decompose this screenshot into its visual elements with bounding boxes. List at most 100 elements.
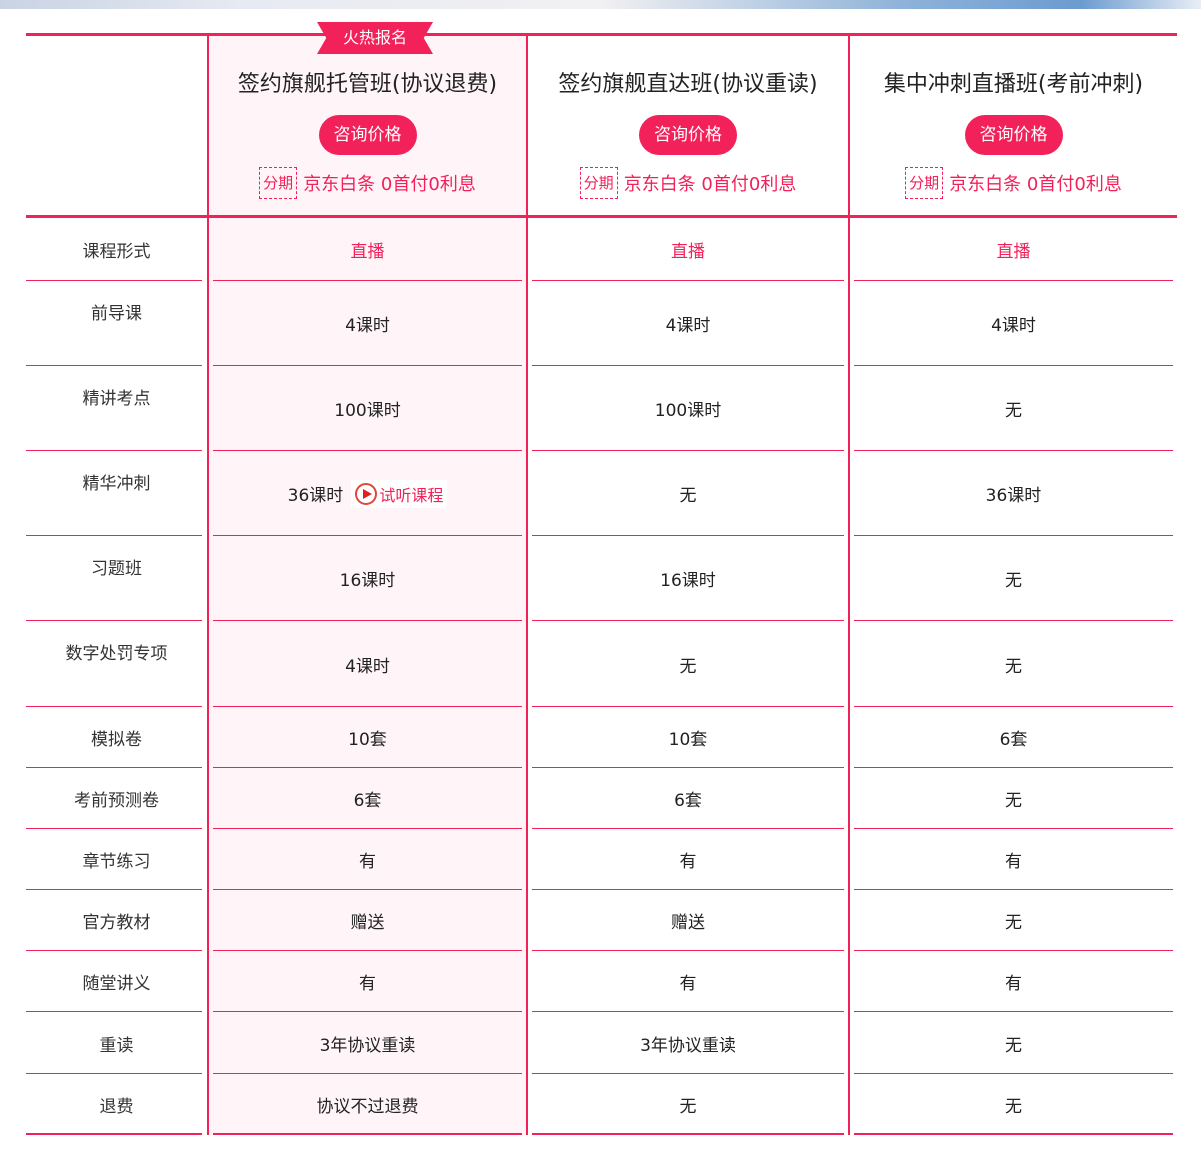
value-text: 无: [1005, 571, 1022, 591]
row-value: 无: [528, 621, 850, 707]
installment-info[interactable]: 分期 京东白条 0首付0利息: [850, 167, 1177, 199]
installment-tag: 分期: [259, 167, 298, 199]
row-value: 赠送: [207, 890, 528, 951]
row-value: 36课时: [850, 451, 1177, 536]
row-value: 6套: [850, 707, 1177, 768]
value-text: 4课时: [991, 316, 1036, 336]
row-value: 4课时: [850, 281, 1177, 366]
table-row: 前导课 4课时 4课时 4课时: [26, 281, 1177, 366]
plan-header-1: 签约旗舰直达班(协议重读) 咨询价格 分期 京东白条 0首付0利息: [528, 36, 850, 215]
value-text: 无: [679, 656, 697, 677]
installment-tag: 分期: [579, 167, 618, 199]
row-value: 无: [850, 1074, 1177, 1135]
value-text: 协议不过退费: [316, 1097, 419, 1117]
value-text: 3年协议重读: [640, 1035, 736, 1056]
row-label: 随堂讲义: [26, 951, 207, 1012]
table-row: 模拟卷 10套 10套 6套: [26, 707, 1177, 768]
installment-tag: 分期: [905, 167, 944, 199]
installment-info[interactable]: 分期 京东白条 0首付0利息: [209, 167, 526, 199]
row-label: 精华冲刺: [26, 451, 207, 536]
banner-image: [0, 0, 1201, 9]
table-row: 随堂讲义 有 有 有: [26, 951, 1177, 1012]
row-value: 100课时: [528, 366, 850, 451]
table-header: 火热报名 签约旗舰托管班(协议退费) 咨询价格 分期 京东白条 0首付0利息 签约…: [26, 22, 1177, 218]
value-text: 有: [679, 852, 697, 872]
installment-text: 京东白条 0首付0利息: [303, 174, 476, 195]
value-text: 无: [1005, 1097, 1022, 1117]
row-value: 无: [850, 890, 1177, 951]
value-text: 4课时: [345, 656, 390, 677]
consult-price-button[interactable]: 咨询价格: [318, 115, 417, 155]
row-value: 直播: [850, 218, 1177, 281]
row-value: 协议不过退费: [207, 1074, 528, 1135]
row-label: 前导课: [26, 281, 207, 366]
value-text: 赠送: [671, 913, 705, 933]
row-value: 10套: [207, 707, 528, 768]
table-row: 章节练习 有 有 有: [26, 829, 1177, 890]
comparison-table: 火热报名 签约旗舰托管班(协议退费) 咨询价格 分期 京东白条 0首付0利息 签约…: [26, 22, 1177, 1135]
row-value: 无: [528, 1074, 850, 1135]
play-circle-icon: [355, 482, 378, 505]
row-value: 16课时: [528, 536, 850, 621]
value-text: 有: [359, 852, 376, 872]
row-value: 无: [528, 451, 850, 536]
row-value: 无: [850, 366, 1177, 451]
row-value: 3年协议重读: [207, 1012, 528, 1074]
row-value: 4课时: [207, 621, 528, 707]
row-value: 有: [850, 951, 1177, 1012]
row-value: 赠送: [528, 890, 850, 951]
value-text: 100课时: [334, 401, 401, 421]
trial-lesson-link[interactable]: 试听课程: [351, 479, 448, 508]
value-text: 无: [679, 486, 697, 506]
header-empty: [26, 36, 207, 215]
row-label: 课程形式: [26, 218, 207, 281]
value-text: 直播: [671, 242, 705, 262]
installment-text: 京东白条 0首付0利息: [623, 174, 797, 195]
consult-price-button[interactable]: 咨询价格: [639, 115, 737, 155]
value-text: 100课时: [654, 401, 722, 421]
value-text: 无: [1005, 401, 1022, 421]
row-value: 有: [207, 951, 528, 1012]
value-text: 36课时: [985, 486, 1042, 506]
row-label: 模拟卷: [26, 707, 207, 768]
row-value: 无: [850, 768, 1177, 829]
table-row: 精讲考点 100课时 100课时 无: [26, 366, 1177, 451]
row-value: 4课时: [207, 281, 528, 366]
plan-header-0: 火热报名 签约旗舰托管班(协议退费) 咨询价格 分期 京东白条 0首付0利息: [207, 22, 528, 215]
row-value: 4课时: [528, 281, 850, 366]
row-label: 官方教材: [26, 890, 207, 951]
row-value: 无: [850, 1012, 1177, 1074]
row-label: 精讲考点: [26, 366, 207, 451]
row-value: 6套: [207, 768, 528, 829]
value-text: 直播: [996, 242, 1031, 262]
installment-info[interactable]: 分期 京东白条 0首付0利息: [528, 167, 848, 199]
row-value: 有: [528, 951, 850, 1012]
installment-text: 京东白条 0首付0利息: [949, 174, 1122, 195]
row-value: 36课时 试听课程: [207, 451, 528, 536]
table-row: 习题班 16课时 16课时 无: [26, 536, 1177, 621]
value-text: 10套: [668, 730, 708, 750]
row-value: 有: [207, 829, 528, 890]
table-row: 考前预测卷 6套 6套 无: [26, 768, 1177, 829]
value-text: 有: [1005, 974, 1022, 994]
row-value: 16课时: [207, 536, 528, 621]
value-text: 赠送: [350, 913, 385, 933]
row-value: 直播: [528, 218, 850, 281]
hot-badge: 火热报名: [317, 22, 433, 54]
plan-title: 集中冲刺直播班(考前冲刺): [883, 72, 1144, 97]
plan-title: 签约旗舰托管班(协议退费): [237, 72, 498, 97]
row-label: 数字处罚专项: [26, 621, 207, 707]
value-text: 有: [1005, 852, 1022, 872]
value-text: 无: [1005, 913, 1022, 933]
trial-label: 试听课程: [379, 485, 444, 505]
value-text: 有: [679, 974, 697, 994]
plan-title: 签约旗舰直达班(协议重读): [558, 72, 818, 97]
value-text: 直播: [350, 242, 385, 262]
row-value: 3年协议重读: [528, 1012, 850, 1074]
value-text: 6套: [999, 730, 1028, 750]
row-label: 退费: [26, 1074, 207, 1135]
value-text: 16课时: [660, 571, 716, 591]
row-value: 6套: [528, 768, 850, 829]
consult-price-button[interactable]: 咨询价格: [964, 115, 1063, 155]
row-value: 无: [850, 536, 1177, 621]
